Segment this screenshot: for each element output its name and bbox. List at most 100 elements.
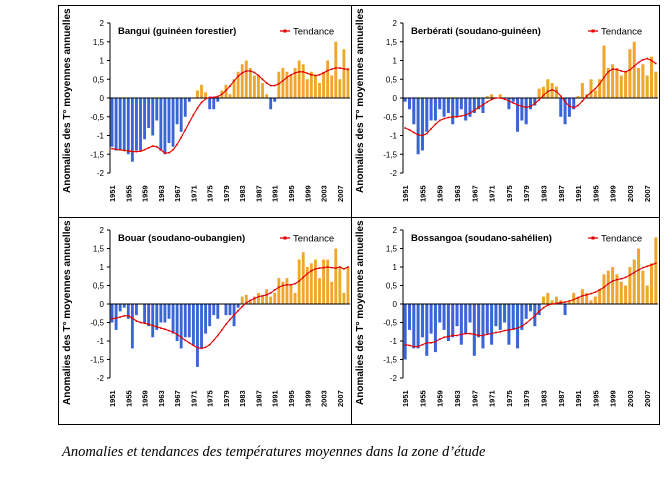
trend-marker bbox=[595, 88, 597, 90]
bar bbox=[404, 98, 407, 102]
trend-marker bbox=[290, 284, 292, 286]
y-tick-label: -0,5 bbox=[90, 319, 104, 328]
bar bbox=[229, 304, 232, 315]
x-tick-label: 2007 bbox=[336, 185, 345, 202]
x-tick-label: 1999 bbox=[303, 390, 312, 407]
bar bbox=[257, 76, 260, 99]
trend-marker bbox=[577, 297, 579, 299]
trend-marker bbox=[331, 267, 333, 269]
legend-label: Tendance bbox=[601, 27, 642, 38]
trend-marker bbox=[254, 298, 256, 300]
bar bbox=[525, 98, 528, 124]
trend-marker bbox=[343, 68, 345, 70]
trend-marker bbox=[651, 264, 653, 266]
bar bbox=[507, 98, 510, 109]
x-tick-label: 1995 bbox=[591, 185, 600, 202]
trend-marker bbox=[573, 107, 575, 109]
trend-marker bbox=[530, 106, 532, 108]
trend-marker bbox=[456, 335, 458, 337]
x-tick-label: 1951 bbox=[108, 185, 117, 202]
trend-marker bbox=[521, 106, 523, 108]
y-tick-label: 1 bbox=[100, 57, 105, 66]
trend-marker bbox=[307, 73, 309, 75]
bar bbox=[633, 42, 636, 98]
trend-marker bbox=[176, 144, 178, 146]
trend-marker bbox=[197, 347, 199, 349]
bar bbox=[525, 304, 528, 319]
chart-svg: -2-1,5-1-0,500,511,521951 1955 1959 1963 196… bbox=[351, 217, 660, 425]
x-tick-label: 1975 bbox=[206, 185, 215, 202]
trend-marker bbox=[530, 319, 532, 321]
trend-marker bbox=[404, 344, 406, 346]
bar bbox=[245, 61, 248, 99]
y-tick-label: -1 bbox=[97, 337, 105, 346]
trend-marker bbox=[164, 152, 166, 154]
x-tick-label: 1987 bbox=[254, 390, 263, 407]
trend-marker bbox=[633, 272, 635, 274]
chart-panel-bottom-right: Anomalies des T° moyennes annuelles -2 -1… bbox=[351, 217, 660, 425]
bar bbox=[654, 72, 657, 98]
trend-marker bbox=[123, 150, 125, 152]
y-tick-label: 1,5 bbox=[93, 38, 105, 47]
trend-marker bbox=[327, 70, 329, 72]
y-tick-label: 0 bbox=[100, 300, 105, 309]
y-tick-label: -1 bbox=[390, 132, 398, 141]
trend-marker bbox=[590, 92, 592, 94]
bar bbox=[326, 61, 329, 99]
bar bbox=[473, 304, 476, 356]
trend-marker bbox=[144, 149, 146, 151]
y-tick-label: 0,5 bbox=[386, 282, 398, 291]
bar bbox=[261, 83, 264, 98]
bar bbox=[434, 98, 437, 121]
legend-label: Tendance bbox=[601, 234, 642, 245]
trend-marker bbox=[409, 345, 411, 347]
x-tick-label: 1963 bbox=[453, 390, 462, 407]
bar bbox=[180, 304, 183, 348]
trend-marker bbox=[185, 129, 187, 131]
bar bbox=[151, 304, 154, 337]
legend-swatch-marker bbox=[284, 30, 287, 33]
trend-marker bbox=[319, 267, 321, 269]
bar bbox=[159, 304, 162, 323]
trend-marker bbox=[160, 149, 162, 151]
bar bbox=[581, 83, 584, 98]
trend-marker bbox=[508, 329, 510, 331]
bar bbox=[184, 98, 187, 117]
bar bbox=[334, 42, 337, 98]
trend-marker bbox=[413, 132, 415, 134]
chart-panel-top-right: Anomalies des T° moyennes annuelles -2 -1… bbox=[351, 5, 660, 217]
trend-marker bbox=[298, 280, 300, 282]
bar bbox=[269, 297, 272, 304]
trend-marker bbox=[465, 333, 467, 335]
trend-marker bbox=[319, 74, 321, 76]
bar bbox=[490, 304, 493, 345]
trend-marker bbox=[569, 106, 571, 108]
bar bbox=[477, 304, 480, 337]
y-tick-label: 2 bbox=[393, 226, 398, 235]
bar bbox=[286, 72, 289, 98]
bar bbox=[538, 304, 541, 315]
bar bbox=[564, 304, 567, 315]
x-tick-label: 1971 bbox=[488, 185, 497, 202]
bar bbox=[147, 304, 150, 326]
trend-marker bbox=[577, 105, 579, 107]
trend-marker bbox=[525, 322, 527, 324]
bar bbox=[624, 72, 627, 98]
bar bbox=[412, 304, 415, 348]
x-tick-label: 1967 bbox=[470, 185, 479, 202]
bar bbox=[127, 98, 130, 154]
trend-marker bbox=[599, 289, 601, 291]
bar bbox=[176, 98, 179, 124]
bar bbox=[159, 98, 162, 151]
y-tick-label: 2 bbox=[393, 19, 398, 28]
bar bbox=[192, 304, 195, 345]
bar bbox=[602, 274, 605, 304]
bar bbox=[265, 94, 268, 98]
bar bbox=[520, 98, 523, 121]
trend-marker bbox=[225, 90, 227, 92]
bar bbox=[273, 293, 276, 304]
x-tick-label: 1987 bbox=[557, 185, 566, 202]
bar bbox=[277, 72, 280, 98]
bar bbox=[318, 278, 321, 304]
bar bbox=[347, 267, 350, 304]
